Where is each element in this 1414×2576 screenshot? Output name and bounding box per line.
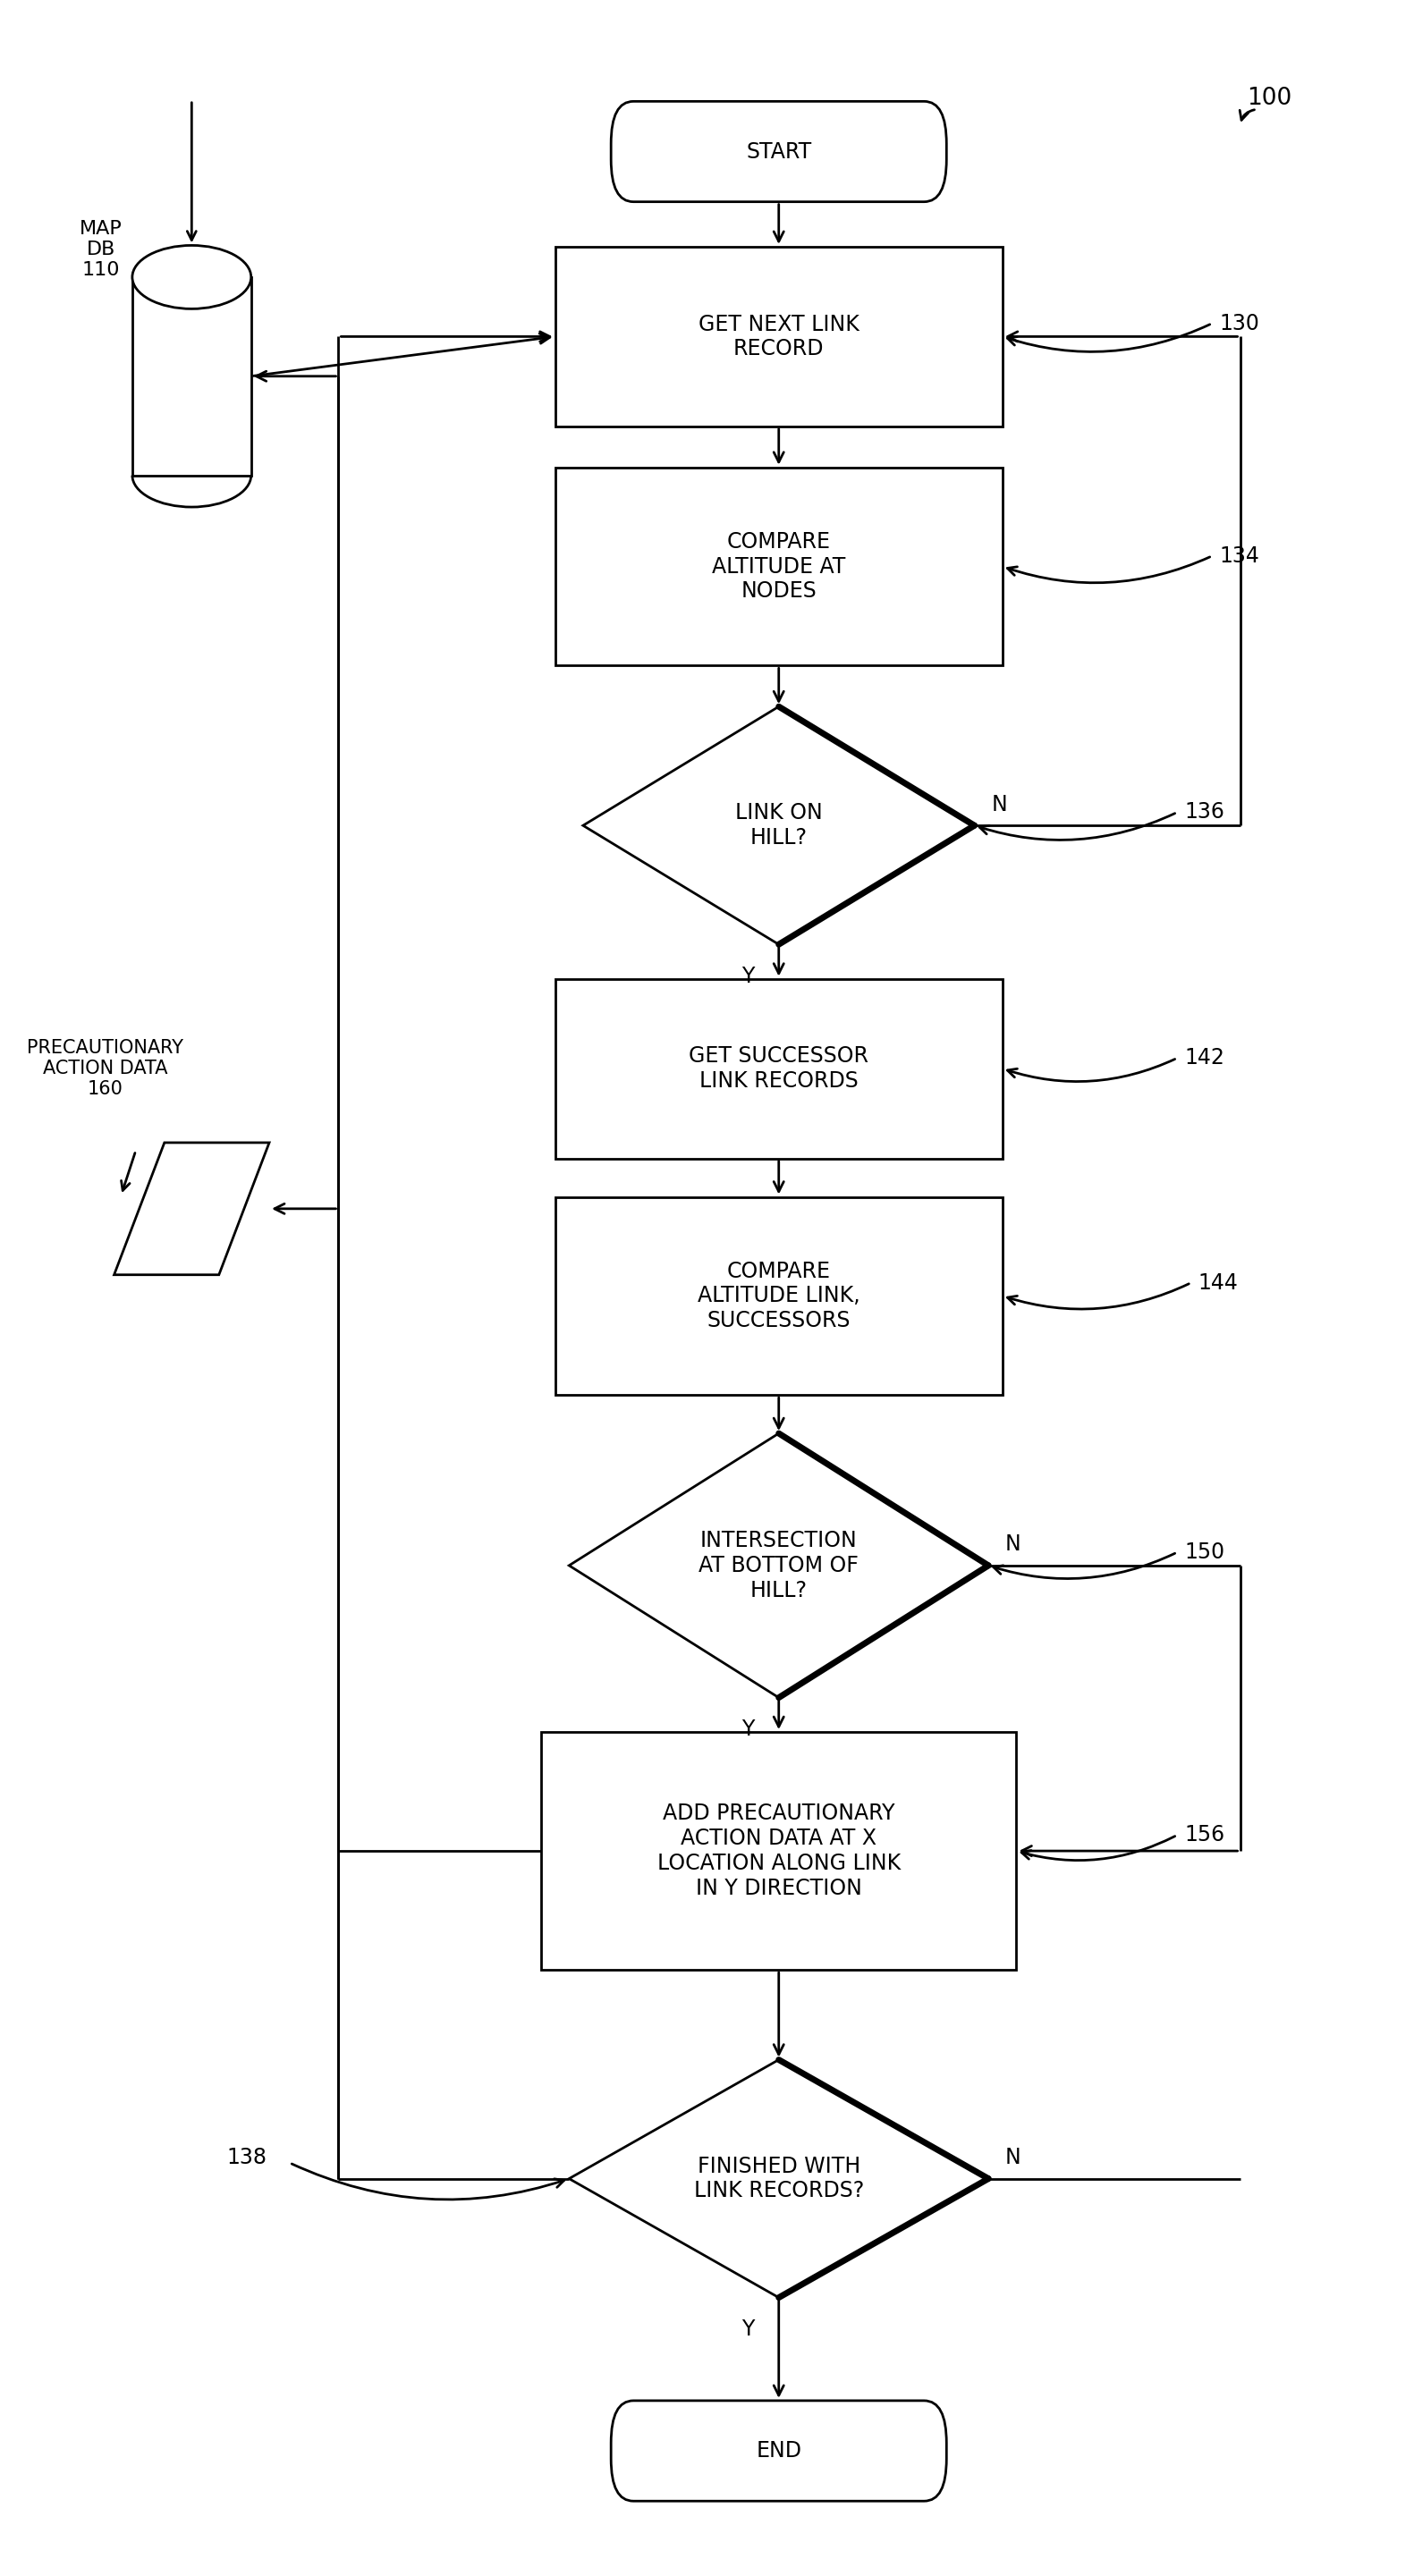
Text: N: N: [1005, 1533, 1021, 1556]
Polygon shape: [583, 706, 974, 945]
Text: MAP
DB
110: MAP DB 110: [79, 219, 122, 278]
Bar: [556, 247, 1003, 428]
Bar: [556, 1198, 1003, 1396]
Text: N: N: [991, 793, 1007, 814]
Text: 138: 138: [226, 2146, 267, 2169]
Text: 144: 144: [1198, 1273, 1239, 1293]
Bar: [542, 1731, 1017, 1971]
Text: ADD PRECAUTIONARY
ACTION DATA AT X
LOCATION ALONG LINK
IN Y DIRECTION: ADD PRECAUTIONARY ACTION DATA AT X LOCAT…: [658, 1803, 901, 1899]
Text: END: END: [756, 2439, 802, 2463]
Text: 100: 100: [1247, 88, 1292, 111]
Bar: [556, 979, 1003, 1159]
Text: GET SUCCESSOR
LINK RECORDS: GET SUCCESSOR LINK RECORDS: [689, 1046, 868, 1092]
Text: PRECAUTIONARY
ACTION DATA
160: PRECAUTIONARY ACTION DATA 160: [27, 1038, 184, 1097]
Text: 136: 136: [1184, 801, 1225, 822]
Text: 130: 130: [1219, 312, 1260, 335]
Text: Y: Y: [741, 1718, 755, 1741]
Text: LINK ON
HILL?: LINK ON HILL?: [735, 801, 823, 848]
Polygon shape: [568, 1432, 988, 1698]
Text: 142: 142: [1184, 1048, 1225, 1069]
Text: INTERSECTION
AT BOTTOM OF
HILL?: INTERSECTION AT BOTTOM OF HILL?: [699, 1530, 858, 1602]
Text: 150: 150: [1184, 1540, 1225, 1564]
Text: Y: Y: [741, 966, 755, 987]
Bar: [556, 466, 1003, 665]
Text: GET NEXT LINK
RECORD: GET NEXT LINK RECORD: [699, 314, 860, 361]
Text: START: START: [747, 142, 812, 162]
FancyBboxPatch shape: [611, 100, 946, 201]
FancyBboxPatch shape: [611, 2401, 946, 2501]
Text: 156: 156: [1184, 1824, 1225, 1847]
Bar: [133, 278, 252, 477]
Text: 134: 134: [1219, 546, 1260, 567]
Polygon shape: [568, 2061, 988, 2298]
Text: COMPARE
ALTITUDE AT
NODES: COMPARE ALTITUDE AT NODES: [713, 531, 846, 603]
Text: COMPARE
ALTITUDE LINK,
SUCCESSORS: COMPARE ALTITUDE LINK, SUCCESSORS: [697, 1260, 860, 1332]
Polygon shape: [115, 1144, 269, 1275]
Text: Y: Y: [741, 2318, 755, 2339]
Ellipse shape: [133, 245, 252, 309]
Text: FINISHED WITH
LINK RECORDS?: FINISHED WITH LINK RECORDS?: [694, 2156, 864, 2202]
Text: N: N: [1005, 2146, 1021, 2169]
